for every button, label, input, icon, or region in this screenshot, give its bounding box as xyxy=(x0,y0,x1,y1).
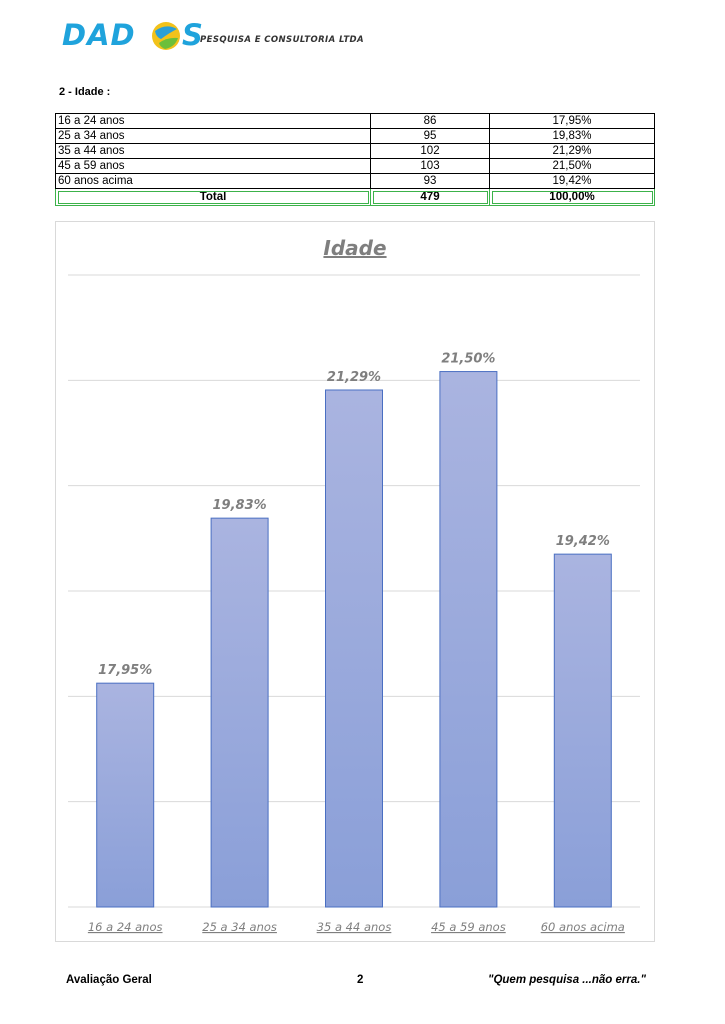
row-label-cell: 60 anos acima xyxy=(55,173,371,189)
row-label-cell: 16 a 24 anos xyxy=(55,113,371,129)
row-count-cell: 93 xyxy=(370,173,490,189)
data-label: 19,83% xyxy=(213,498,267,513)
bar xyxy=(210,517,269,908)
x-tick-label: 60 anos acima xyxy=(541,920,625,934)
row-percent-cell: 17,95% xyxy=(489,113,655,129)
data-label: 19,42% xyxy=(556,534,610,549)
data-label: 17,95% xyxy=(98,663,152,678)
age-bar-chart: Idade 17,95% 16 a 24 anos 19,83% 25 a 34 ano… xyxy=(55,221,655,942)
footer-page-number: 2 xyxy=(357,974,364,986)
logo-wordmark: DAD xyxy=(62,18,136,52)
chart-title: Idade xyxy=(323,236,386,260)
row-count-cell: 86 xyxy=(370,113,490,129)
data-label: 21,50% xyxy=(441,352,495,367)
logo-tagline: PESQUISA E CONSULTORIA LTDA xyxy=(200,35,364,45)
globe-icon xyxy=(152,22,180,50)
footer-report-name: Avaliação Geral xyxy=(66,974,152,986)
row-percent-cell: 19,83% xyxy=(489,128,655,144)
bar xyxy=(439,371,498,908)
table-row: 16 a 24 anos 86 17,95% xyxy=(55,113,655,129)
section-title: 2 - Idade : xyxy=(59,86,111,98)
table-row: 60 anos acima 93 19,42% xyxy=(55,173,655,189)
total-label-cell: Total xyxy=(55,188,371,206)
table-row: 45 a 59 anos 103 21,50% xyxy=(55,158,655,174)
row-label-cell: 25 a 34 anos xyxy=(55,128,371,144)
footer-slogan: "Quem pesquisa ...não erra." xyxy=(488,974,646,986)
x-tick-label: 35 a 44 anos xyxy=(317,920,392,934)
row-percent-cell: 21,29% xyxy=(489,143,655,159)
row-count-cell: 95 xyxy=(370,128,490,144)
row-label-cell: 35 a 44 anos xyxy=(55,143,371,159)
total-row: Total 479 100,00% xyxy=(55,188,655,206)
row-count-cell: 102 xyxy=(370,143,490,159)
x-tick-label: 25 a 34 anos xyxy=(202,920,277,934)
x-tick-label: 16 a 24 anos xyxy=(88,920,163,934)
row-count-cell: 103 xyxy=(370,158,490,174)
bar xyxy=(325,389,383,908)
company-logo: DAD S PESQUISA E CONSULTORIA LTDA xyxy=(62,18,382,54)
chart-canvas: Idade 17,95% 16 a 24 anos 19,83% 25 a 34 ano… xyxy=(68,236,640,934)
total-count-cell: 479 xyxy=(370,188,490,206)
row-percent-cell: 19,42% xyxy=(489,173,655,189)
logo-wordmark-s: S xyxy=(182,18,203,52)
row-percent-cell: 21,50% xyxy=(489,158,655,174)
bar xyxy=(96,682,155,908)
table-row: 25 a 34 anos 95 19,83% xyxy=(55,128,655,144)
data-label: 21,29% xyxy=(327,370,381,385)
table-row: 35 a 44 anos 102 21,29% xyxy=(55,143,655,159)
bar xyxy=(553,553,612,908)
age-table: 16 a 24 anos 86 17,95% 25 a 34 anos 95 19,83%… xyxy=(55,113,655,206)
row-label-cell: 45 a 59 anos xyxy=(55,158,371,174)
x-tick-label: 45 a 59 anos xyxy=(431,920,506,934)
total-percent-cell: 100,00% xyxy=(489,188,655,206)
